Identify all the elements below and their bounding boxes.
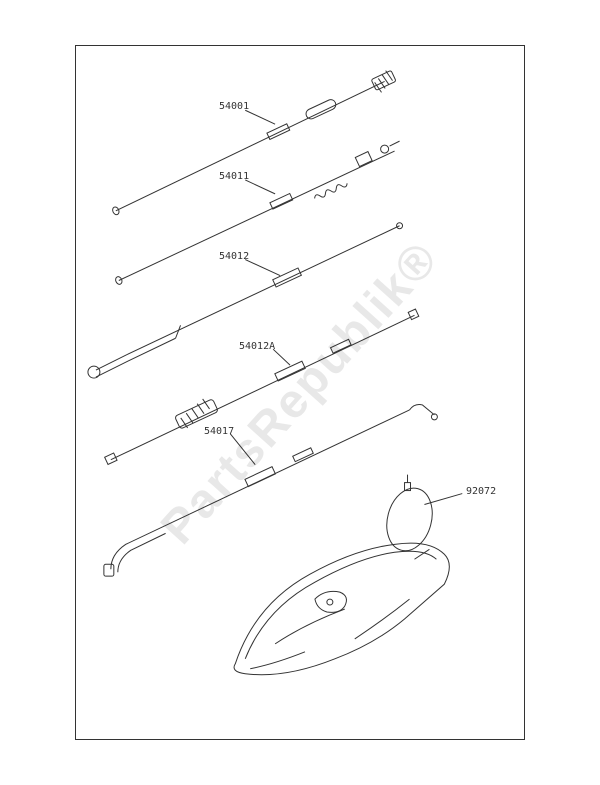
- cable-starter: [104, 405, 438, 577]
- label-54012: 54012: [219, 251, 249, 262]
- label-54012A: 54012A: [239, 341, 275, 352]
- label-54011: 54011: [219, 171, 249, 182]
- cable-speedometer: [111, 70, 396, 216]
- frame-section: [234, 543, 449, 675]
- diagram-svg: [76, 46, 524, 739]
- leader-lines: [230, 110, 462, 504]
- band-clamp: [380, 475, 439, 556]
- cable-clutch: [114, 141, 399, 285]
- label-54017: 54017: [204, 426, 234, 437]
- label-92072: 92072: [466, 486, 496, 497]
- cable-throttle-open: [88, 223, 403, 378]
- label-54001: 54001: [219, 101, 249, 112]
- diagram-frame: 54001 54011 54012 54012A 54017 92072: [75, 45, 525, 740]
- cable-throttle-close: [105, 309, 419, 464]
